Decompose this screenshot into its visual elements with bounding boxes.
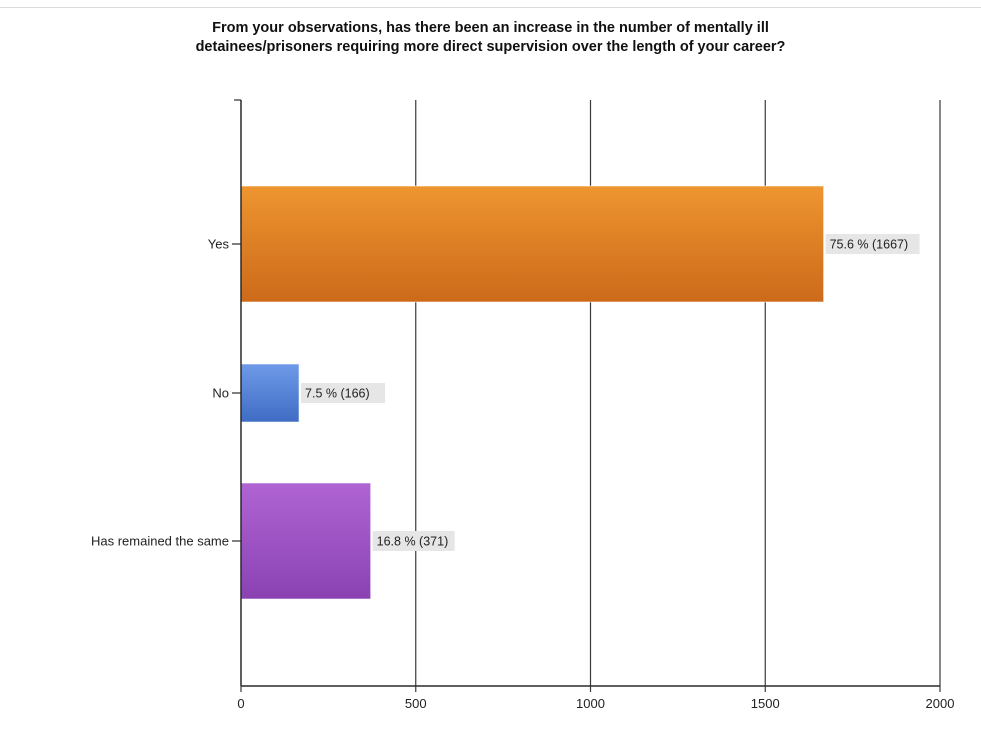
chart-title-line-2: detainees/prisoners requiring more direc…	[195, 39, 786, 55]
chart-title-line-1: From your observations, has there been a…	[212, 20, 769, 36]
category-label-has-remained-the-same: Has remained the same	[91, 534, 229, 549]
chart-title: From your observations, has there been a…	[0, 19, 981, 57]
data-label-0: 75.6 % (1667)	[830, 238, 909, 252]
top-divider	[0, 7, 981, 8]
data-label-2: 16.8 % (371)	[377, 535, 449, 549]
data-label-background-2	[372, 531, 455, 551]
category-label-yes: Yes	[208, 237, 230, 252]
x-tick-label-2000: 2000	[926, 696, 955, 711]
bars-layer	[240, 185, 825, 600]
bar-yes	[240, 185, 825, 303]
x-tick-label-1500: 1500	[751, 696, 780, 711]
bar-has-remained-the-same	[240, 482, 372, 600]
labels-layer: Yes 75.6 % (1667) No 7.5 % (166) Has remaine…	[91, 234, 920, 551]
x-tick-label-1000: 1000	[576, 696, 605, 711]
axes-layer: 0 500 1000 1500 2000	[232, 99, 955, 711]
x-tick-label-0: 0	[237, 696, 244, 711]
x-tick-label-500: 500	[405, 696, 427, 711]
data-label-background-0	[825, 234, 920, 254]
data-label-1: 7.5 % (166)	[305, 387, 370, 401]
data-label-background-1	[301, 383, 386, 403]
category-label-no: No	[212, 386, 229, 401]
bar-no	[240, 363, 300, 423]
